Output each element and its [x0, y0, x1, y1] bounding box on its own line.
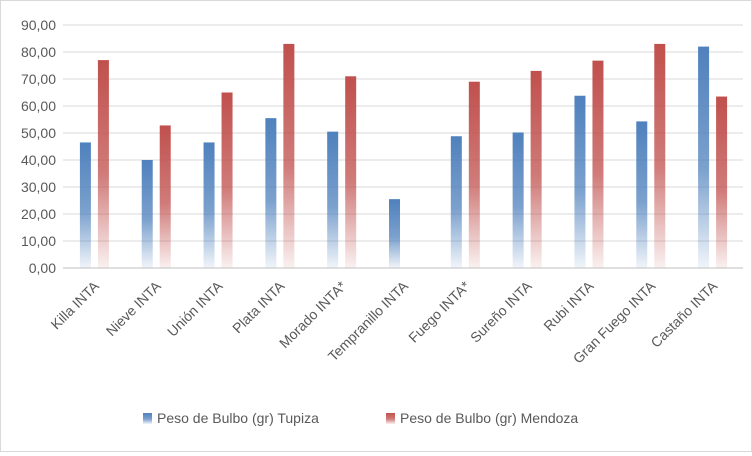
bar-mendoza — [283, 43, 295, 269]
x-axis: Killa INTA Nieve INTA Unión INTA Plata INTA… — [47, 267, 743, 367]
y-axis: 0,00 10,00 20,00 30,00 40,00 50,00 60,00 70,00 8… — [21, 17, 56, 276]
x-tick-label: Fuego INTA* — [405, 277, 473, 345]
bar-mendoza — [654, 43, 666, 269]
x-tick-label: Castaño INTA — [647, 277, 720, 350]
y-tick-label: 60,00 — [21, 98, 56, 114]
legend-label: Peso de Bulbo (gr) Mendoza — [400, 410, 578, 426]
x-tick-label: Sureño INTA — [467, 277, 535, 345]
gridlines — [63, 24, 743, 269]
bars — [79, 43, 728, 269]
bar-tupiza — [450, 136, 462, 268]
y-tick-label: 90,00 — [21, 17, 56, 33]
x-tick-label: Nieve INTA — [103, 277, 165, 339]
bar-mendoza — [592, 60, 604, 268]
y-tick-label: 10,00 — [21, 233, 56, 249]
x-tick-label: Unión INTA — [164, 277, 226, 339]
bar-mendoza — [530, 70, 542, 269]
bar-tupiza — [389, 199, 400, 268]
x-tick-label: Killa INTA — [47, 277, 102, 332]
bar-mendoza — [716, 96, 728, 268]
x-tick-label: Plata INTA — [229, 277, 288, 336]
legend-swatch — [386, 413, 395, 424]
bar-mendoza — [221, 92, 233, 268]
y-tick-label: 80,00 — [21, 44, 56, 60]
legend-label: Peso de Bulbo (gr) Tupiza — [157, 410, 319, 426]
legend: Peso de Bulbo (gr) Tupiza Peso de Bulbo (… — [143, 410, 578, 426]
y-tick-label: 30,00 — [21, 179, 56, 195]
legend-swatch — [143, 413, 152, 424]
bar-tupiza — [698, 46, 710, 268]
bar-mendoza — [159, 125, 171, 268]
bar-tupiza — [574, 95, 586, 269]
y-tick-label: 70,00 — [21, 71, 56, 87]
bar-tupiza — [141, 160, 153, 268]
bar-tupiza — [203, 142, 215, 268]
y-tick-label: 0,00 — [29, 260, 56, 276]
x-tick-label: Rubi INTA — [540, 277, 597, 334]
bar-mendoza — [468, 81, 480, 268]
bar-tupiza — [512, 132, 524, 268]
bar-mendoza — [97, 60, 109, 268]
y-tick-label: 40,00 — [21, 152, 56, 168]
bar-tupiza — [265, 118, 277, 269]
y-tick-label: 50,00 — [21, 125, 56, 141]
y-tick-label: 20,00 — [21, 206, 56, 222]
bar-tupiza — [79, 142, 91, 268]
bar-mendoza — [345, 76, 357, 268]
bar-tupiza — [327, 131, 339, 268]
bar-tupiza — [636, 121, 648, 268]
